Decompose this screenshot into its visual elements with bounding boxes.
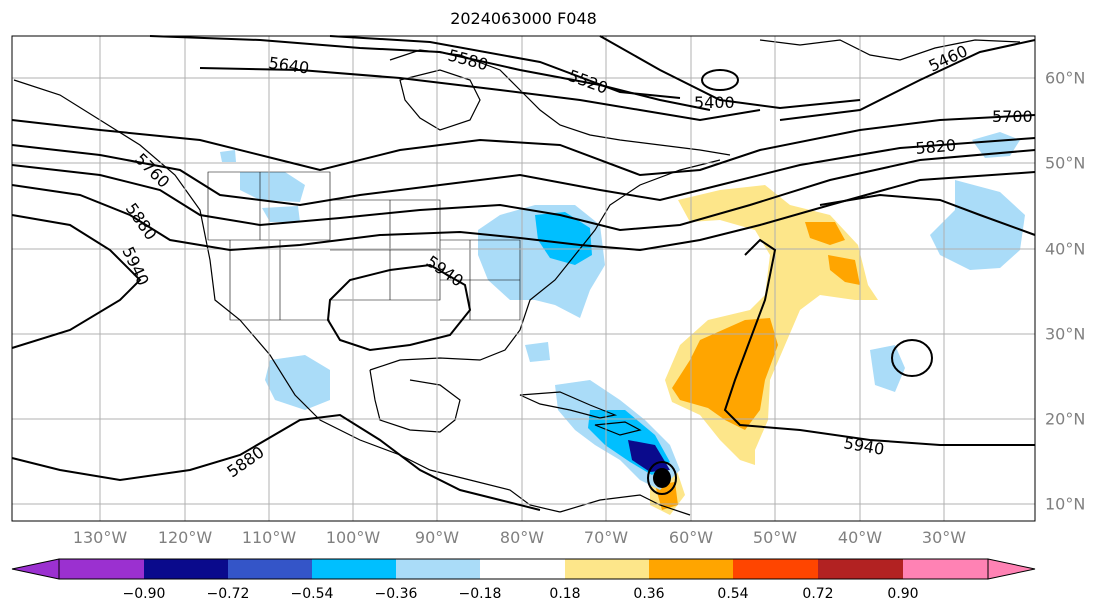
longitude-label: 100°W	[325, 528, 381, 547]
contour-5460	[779, 39, 1036, 121]
contour-5520	[329, 35, 681, 99]
negative-anomaly-atlantic	[930, 180, 1025, 270]
colorbar-min-extension	[11, 558, 60, 580]
latitude-label: 40°N	[1045, 239, 1086, 259]
negative-anomaly-small-2	[525, 342, 550, 362]
longitude-label: 40°W	[837, 528, 883, 547]
longitude-label: 50°W	[752, 528, 798, 547]
colorbar-tick-label: −0.72	[206, 586, 250, 602]
north-america-coast	[13, 79, 561, 513]
colorbar-segment	[733, 559, 818, 579]
latitude-label: 30°N	[1045, 324, 1086, 344]
contour-5820	[11, 149, 1036, 232]
low-center-subtropical	[891, 339, 933, 377]
colorbar-tick-label: −0.54	[290, 586, 334, 602]
yucatan-coast	[369, 369, 461, 433]
low-center-north	[701, 69, 739, 91]
longitude-label: 70°W	[583, 528, 629, 547]
longitude-label: 110°W	[241, 528, 297, 547]
colorbar-segment	[228, 559, 312, 579]
contour-5940-high	[326, 263, 472, 352]
positive-anomaly-core	[672, 318, 778, 430]
colorbar-segment	[649, 559, 733, 579]
colorbar-tick-label: −0.90	[122, 586, 166, 602]
contour-5940-west	[11, 214, 142, 349]
latitude-label: 10°N	[1045, 494, 1086, 514]
contour-5400	[599, 35, 861, 110]
height-contours	[11, 35, 1036, 511]
negative-anomaly-small-1	[220, 150, 236, 162]
hudson-bay	[399, 69, 481, 131]
cuba	[519, 391, 618, 419]
greenland-coast	[759, 39, 1021, 61]
map-title: 2024063000 F048	[450, 9, 597, 28]
contour-5640	[199, 67, 761, 122]
hurricane-center	[647, 461, 677, 495]
graticule	[12, 36, 1035, 521]
negative-anomaly-montana	[240, 172, 305, 202]
contour-5940-atlantic	[819, 193, 1036, 236]
map-frame	[11, 35, 1036, 522]
colorbar-tick-label: 0.72	[802, 586, 834, 602]
contour-label: 5820	[915, 136, 957, 158]
contour-5880	[11, 171, 1036, 252]
colorbar-segment	[312, 559, 396, 579]
colorbar-segment	[903, 559, 988, 579]
longitude-label: 90°W	[414, 528, 460, 547]
contour-5700	[11, 114, 1036, 177]
colorbar-max-extension	[987, 558, 1036, 580]
colorbar-segment	[59, 559, 144, 579]
state-borders	[207, 171, 521, 321]
negative-anomaly-subtropical	[870, 345, 905, 392]
contour-5940-ridge	[723, 238, 1035, 446]
colorbar-segment	[396, 559, 480, 579]
contour-5880-south	[11, 413, 541, 511]
longitude-label: 130°W	[72, 528, 128, 547]
contour-5760	[11, 137, 1036, 207]
positive-anomaly-north	[805, 222, 845, 245]
contour-5580	[149, 35, 711, 111]
positive-anomaly-mid	[828, 255, 860, 285]
colorbar-tick-label: 0.36	[633, 586, 665, 602]
colorbar-tick-label: −0.36	[374, 586, 418, 602]
colorbar-tick-label: 0.18	[549, 586, 581, 602]
colorbar-tick-label: 0.90	[887, 586, 919, 602]
hispaniola	[594, 421, 642, 436]
colorbar-segment	[144, 559, 228, 579]
longitude-label: 30°W	[921, 528, 967, 547]
colorbar-tick-label: −0.18	[458, 586, 502, 602]
colorbar-segment	[818, 559, 903, 579]
negative-anomaly-small-3	[262, 206, 300, 222]
negative-anomaly-mexico	[265, 355, 330, 410]
latitude-label: 20°N	[1045, 409, 1086, 429]
longitude-label: 120°W	[157, 528, 213, 547]
latitude-label: 50°N	[1045, 153, 1086, 173]
contour-label: 5700	[992, 107, 1033, 126]
contour-label: 5400	[694, 93, 735, 112]
negative-anomaly-caribbean-deep	[628, 440, 670, 472]
colorbar-tick-label: 0.54	[717, 586, 749, 602]
longitude-label: 80°W	[499, 528, 545, 547]
latitude-label: 60°N	[1045, 68, 1086, 88]
hurricane-eye	[653, 468, 671, 488]
gulf-coast	[369, 159, 721, 371]
longitude-label: 60°W	[668, 528, 714, 547]
colorbar	[11, 558, 1036, 580]
colorbar-segment	[480, 559, 565, 579]
colorbar-segment	[565, 559, 649, 579]
